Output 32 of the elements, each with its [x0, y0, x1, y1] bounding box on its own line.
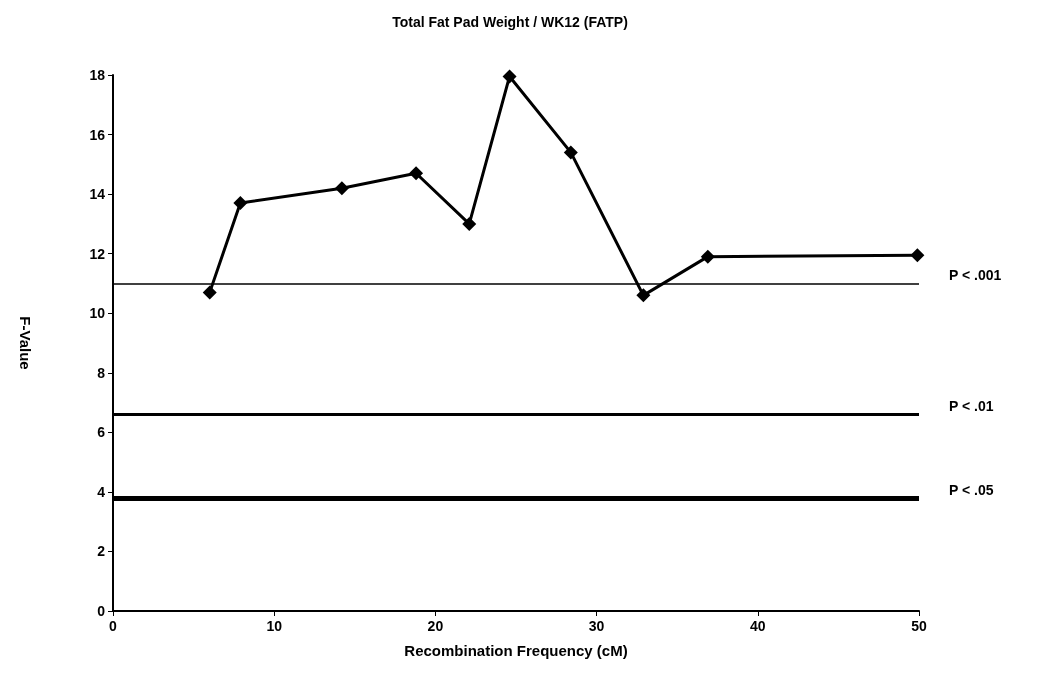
- x-tick-label: 0: [109, 618, 118, 634]
- y-tick-label: 14: [89, 186, 106, 203]
- y-tick-label: 12: [89, 245, 106, 262]
- point: [202, 285, 217, 300]
- y-tick-label: 18: [89, 67, 106, 83]
- x-tick-label: 20: [427, 618, 444, 634]
- y-tick-label: 16: [89, 126, 106, 143]
- y-tick-label: 0: [97, 603, 106, 619]
- point: [502, 69, 517, 84]
- ref-line-label: P < .01: [949, 398, 994, 415]
- chart-title: Total Fat Pad Weight / WK12 (FATP): [392, 14, 628, 30]
- x-tick-label: 10: [266, 618, 283, 634]
- x-tick-label: 40: [750, 618, 766, 634]
- x-tick-label: 30: [588, 618, 605, 634]
- y-tick-label: 2: [97, 543, 106, 560]
- point: [334, 181, 349, 196]
- x-tick-label: 50: [911, 618, 927, 634]
- y-tick-label: 10: [89, 305, 106, 322]
- x-axis-title: Recombination Frequency (cM): [404, 642, 628, 659]
- point: [233, 196, 248, 211]
- point: [409, 166, 424, 181]
- point: [636, 288, 651, 303]
- y-tick-label: 8: [97, 364, 106, 381]
- y-tick-label: 4: [97, 483, 106, 500]
- ref-line-label: P < .05: [949, 481, 994, 498]
- y-axis-title: F-Value: [17, 316, 34, 370]
- y-tick-label: 6: [97, 424, 106, 441]
- ref-line-label: P < .001: [949, 267, 1002, 284]
- point: [910, 248, 925, 263]
- point: [700, 249, 715, 264]
- point: [563, 145, 578, 160]
- point: [462, 216, 477, 231]
